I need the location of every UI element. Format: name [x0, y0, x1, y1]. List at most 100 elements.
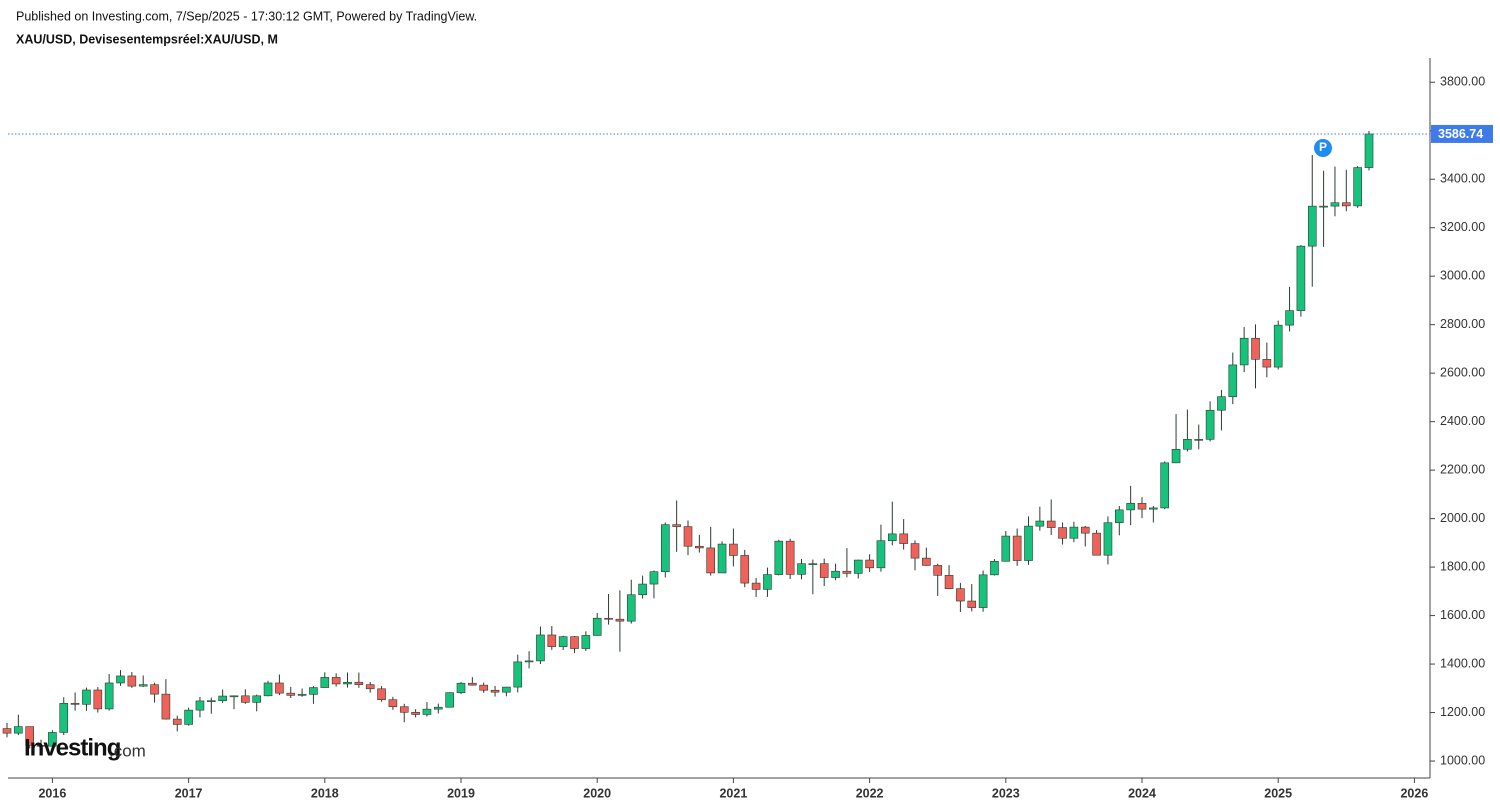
- candle-body: [695, 545, 704, 549]
- y-tick-label: 1400.00: [1440, 656, 1485, 670]
- candle-body: [1160, 462, 1169, 509]
- candle-body: [1353, 167, 1362, 207]
- logo: Investing .com: [24, 734, 146, 761]
- candle-body: [933, 565, 943, 576]
- x-tick-label: 2016: [38, 786, 66, 800]
- candle-body: [1273, 324, 1283, 368]
- candle-body: [547, 634, 557, 647]
- y-tick-label: 3000.00: [1440, 268, 1485, 282]
- candle-body: [1149, 507, 1158, 510]
- candle-body: [331, 677, 341, 685]
- candle-body: [377, 688, 386, 700]
- candle-body: [1069, 526, 1079, 539]
- candle-body: [1239, 337, 1249, 366]
- candle-body: [1080, 526, 1090, 534]
- candle-body: [59, 703, 69, 733]
- candle-body: [82, 689, 91, 705]
- candle-body: [740, 555, 750, 584]
- x-tick-label: 2019: [447, 786, 475, 800]
- candle-body: [706, 547, 716, 574]
- candles: [2, 130, 1374, 750]
- candle-body: [1171, 448, 1181, 464]
- candle-body: [25, 726, 35, 746]
- candle-body: [660, 524, 670, 572]
- marker: [1314, 139, 1332, 157]
- candle-body: [275, 682, 284, 694]
- candle-body: [604, 617, 613, 620]
- candle-body: [865, 559, 874, 569]
- candle-body: [592, 617, 602, 636]
- candle-body: [1137, 503, 1147, 510]
- y-tick-label: 1600.00: [1440, 608, 1485, 622]
- candle-body: [1205, 409, 1215, 440]
- candle-body: [1342, 202, 1351, 207]
- y-tick-label: 2200.00: [1440, 462, 1485, 476]
- candle-body: [309, 687, 318, 695]
- y-tick-label: 3200.00: [1440, 220, 1485, 234]
- candle-body: [513, 661, 523, 688]
- candle-body: [1058, 527, 1067, 539]
- x-tick-label: 2017: [175, 786, 203, 800]
- candle-body: [365, 684, 375, 690]
- y-tick-label: 2400.00: [1440, 414, 1485, 428]
- candle-body: [48, 732, 57, 747]
- x-tick-label: 2026: [1400, 786, 1428, 800]
- candle-body: [411, 712, 420, 715]
- candle-body: [899, 533, 908, 544]
- candle-body: [70, 703, 80, 705]
- x-tick-label: 2022: [856, 786, 884, 800]
- candle-body: [1285, 310, 1294, 326]
- candle-body: [751, 582, 761, 590]
- candle-body: [1364, 133, 1374, 168]
- candle-body: [1330, 202, 1340, 207]
- candle-body: [354, 681, 364, 685]
- y-tick-label: 1800.00: [1440, 559, 1485, 573]
- x-tick-label: 2025: [1264, 786, 1292, 800]
- candle-body: [626, 594, 636, 622]
- x-tick-label: 2021: [719, 786, 747, 800]
- x-axis-bg: [0, 780, 1500, 807]
- candle-body: [468, 682, 477, 686]
- candle-body: [104, 682, 114, 710]
- x-tick-label: 2023: [992, 786, 1020, 800]
- candle-body: [490, 689, 500, 693]
- candle-body: [1251, 337, 1260, 360]
- candle-body: [558, 636, 568, 647]
- x-tick-label: 2018: [311, 786, 339, 800]
- candle-body: [172, 718, 182, 725]
- candle-body: [456, 682, 466, 693]
- candle-body: [1092, 532, 1101, 556]
- candle-body: [297, 694, 307, 696]
- candle-body: [388, 699, 398, 708]
- last-price-label: 3586.74: [1438, 127, 1483, 141]
- candle-body: [774, 540, 784, 575]
- y-tick-label: 3400.00: [1440, 172, 1485, 186]
- candle-body: [36, 744, 46, 747]
- candle-body: [286, 692, 296, 696]
- candle-body: [967, 600, 977, 608]
- candle-body: [263, 682, 273, 697]
- y-tick-label: 1200.00: [1440, 705, 1485, 719]
- candle-body: [887, 533, 897, 541]
- candle-body: [1103, 522, 1113, 556]
- candle-body: [241, 695, 250, 703]
- candle-body: [990, 560, 999, 576]
- candle-body: [343, 681, 352, 685]
- candle-body: [683, 526, 693, 547]
- candle-body: [763, 574, 772, 590]
- candle-body: [161, 693, 171, 720]
- candle-body: [150, 684, 159, 695]
- candle-body: [729, 543, 738, 556]
- candle-body: [1319, 205, 1328, 208]
- candle-body: [93, 689, 103, 710]
- candle-body: [184, 709, 193, 725]
- candle-body: [127, 675, 137, 687]
- y-tick-label: 2800.00: [1440, 317, 1485, 331]
- candle-body: [797, 563, 806, 575]
- candle-body: [218, 695, 227, 701]
- candle-body: [570, 636, 579, 649]
- candle-body: [195, 700, 205, 711]
- y-tick-label: 1000.00: [1440, 753, 1485, 767]
- candle-body: [1126, 503, 1135, 511]
- candle-body: [1046, 520, 1056, 528]
